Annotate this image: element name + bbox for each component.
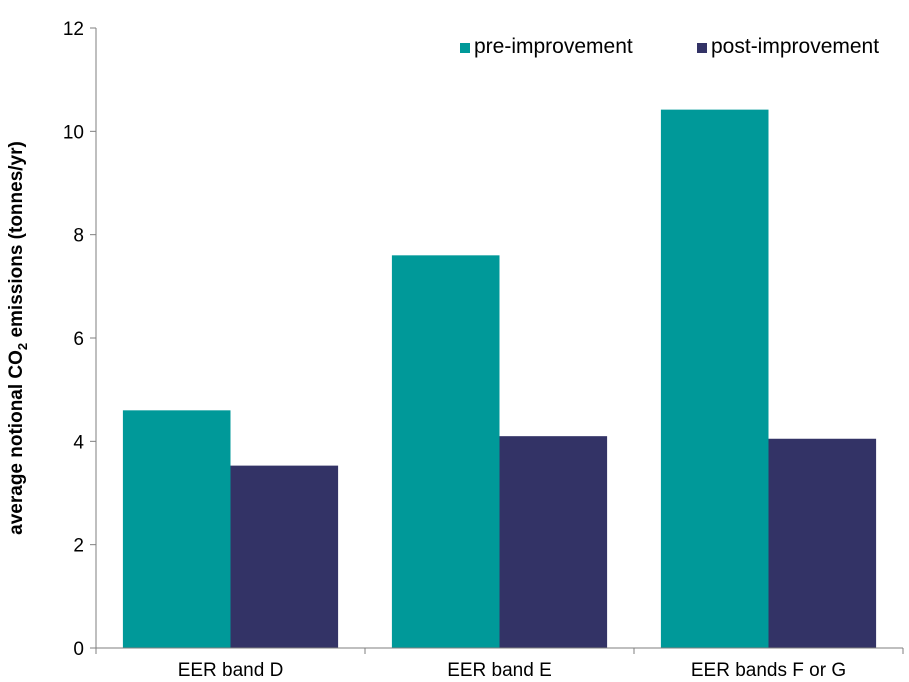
legend: pre-improvement post-improvement bbox=[460, 35, 879, 58]
legend-swatch-pre bbox=[460, 43, 470, 53]
x-tick-labels: EER band D EER band E EER bands F or G bbox=[178, 660, 846, 681]
x-tick-label-1: EER band E bbox=[447, 660, 552, 681]
legend-swatch-post bbox=[697, 43, 707, 53]
y-tick-label-1: 2 bbox=[73, 536, 84, 557]
x-tick-label-0: EER band D bbox=[178, 660, 284, 681]
y-axis-label-subscript: 2 bbox=[15, 343, 30, 350]
y-axis-label-suffix: emissions (tonnes/yr) bbox=[6, 141, 27, 343]
y-tick-label-3: 6 bbox=[73, 329, 84, 350]
bar-pre-1 bbox=[391, 255, 500, 648]
y-tick-label-6: 12 bbox=[63, 19, 84, 40]
bar-pre-0 bbox=[122, 410, 231, 648]
bar-post-0 bbox=[230, 465, 339, 648]
y-tick-label-5: 10 bbox=[63, 122, 84, 143]
y-tick-labels: 0 2 4 6 8 10 12 bbox=[63, 19, 85, 660]
y-axis-label: average notional CO2 emissions (tonnes/y… bbox=[6, 141, 30, 535]
bar-post-1 bbox=[499, 436, 608, 648]
y-tick-label-0: 0 bbox=[73, 639, 84, 660]
axes-layer bbox=[90, 27, 904, 654]
bar-post-2 bbox=[768, 438, 877, 648]
x-tick-label-2: EER bands F or G bbox=[691, 660, 846, 681]
y-axis-label-prefix: average notional CO bbox=[6, 350, 27, 535]
bars-layer bbox=[122, 109, 877, 648]
legend-label-pre: pre-improvement bbox=[474, 35, 633, 58]
y-tick-label-2: 4 bbox=[73, 432, 84, 453]
bar-pre-2 bbox=[660, 109, 769, 648]
y-tick-label-4: 8 bbox=[73, 226, 84, 247]
legend-label-post: post-improvement bbox=[711, 35, 879, 58]
